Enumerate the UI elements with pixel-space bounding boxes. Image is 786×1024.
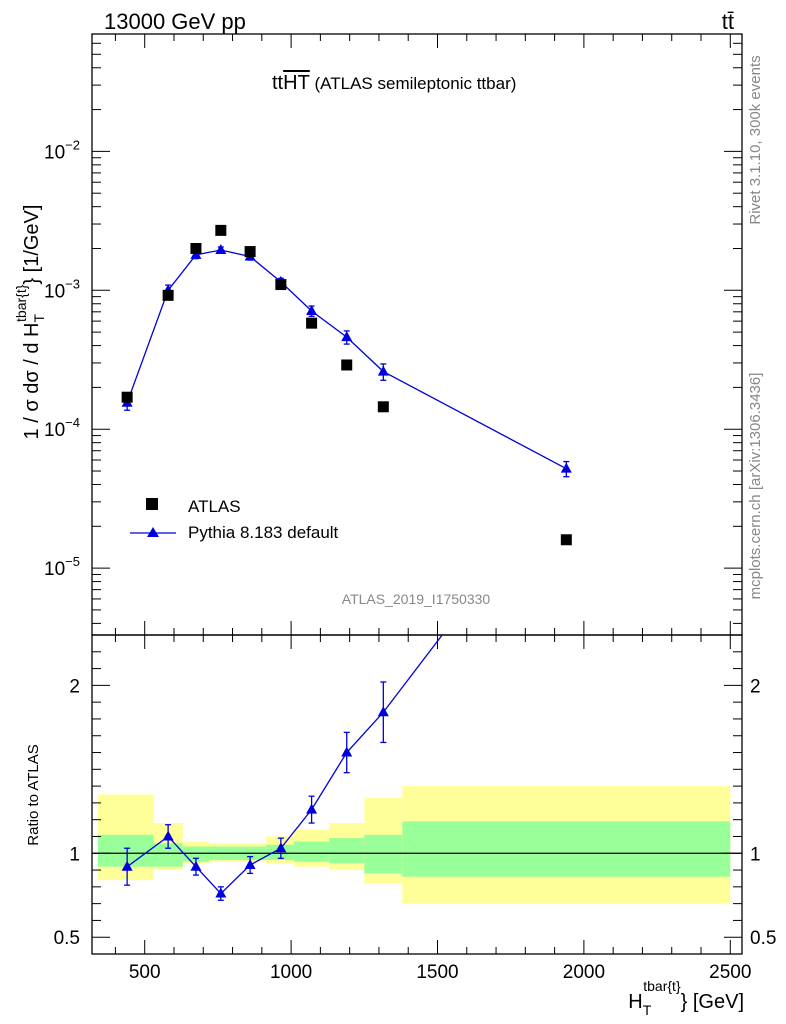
ratio-y-tick-label-right: 2 <box>750 676 761 697</box>
atlas-data-point <box>244 246 256 258</box>
x-tick-label: 500 <box>129 962 161 983</box>
x-tick-label: 1000 <box>270 962 312 983</box>
main-ylabel-sup: tbar{t} <box>13 284 29 322</box>
band-inner-bin <box>329 838 365 864</box>
mcplots-label: mcplots.cern.ch [arXiv:1306.3436] <box>747 373 764 600</box>
atlas-data-point <box>341 359 353 371</box>
xlabel-sub: T <box>643 1002 652 1018</box>
x-axis-label: HTtbar{t}} [GeV] <box>628 978 744 1018</box>
ratio-plot-frame <box>91 634 743 955</box>
band-inner-bin <box>153 843 183 867</box>
ratio-point <box>190 860 202 871</box>
process-label: tt̄ <box>722 9 734 34</box>
main-plot-frame <box>91 33 743 636</box>
main-ylabel-pre: 1 / σ dσ / d H <box>21 323 43 440</box>
atlas-data-point <box>215 224 227 236</box>
band-inner-bin <box>182 846 210 862</box>
ratio-point <box>275 842 287 853</box>
plot-title-rest: (ATLAS semileptonic ttbar) <box>310 74 517 93</box>
ratio-point <box>244 859 256 870</box>
legend-mc-marker <box>147 527 159 537</box>
ratio-point <box>162 830 174 841</box>
legend-mc-label: Pythia 8.183 default <box>188 523 339 542</box>
main-y-axis-label: 1 / σ dσ / d HTtbar{t}} [1/GeV] <box>13 205 47 440</box>
main-ylabel-post: } [1/GeV] <box>21 205 43 285</box>
mc-point <box>377 365 389 376</box>
atlas-data-point <box>190 242 202 254</box>
atlas-data-point <box>560 534 572 546</box>
ratio-y-tick-label-right: 1 <box>750 844 761 865</box>
legend-atlas-marker <box>146 498 158 510</box>
y-tick-label: 10−5 <box>44 554 80 580</box>
ratio-y-tick-label-right: 0.5 <box>750 928 776 949</box>
y-tick-label: 10−3 <box>44 276 80 302</box>
xlabel-pre: H <box>628 991 642 1013</box>
band-inner-bin <box>97 834 154 867</box>
plot-title-main: tt <box>272 72 284 94</box>
atlas-data-point <box>162 289 174 301</box>
mc-point <box>306 304 318 315</box>
main-ylabel-sub: T <box>31 314 47 323</box>
ratio-y-tick-label-left: 2 <box>69 676 80 697</box>
x-tick-label: 2000 <box>563 962 605 983</box>
plot-title-overline: HT <box>283 72 310 94</box>
mc-point <box>215 244 227 255</box>
axis-ticks <box>92 33 742 954</box>
atlas-data-point <box>121 391 133 403</box>
y-tick-label: 10−4 <box>44 415 80 441</box>
energy-label: 13000 GeV pp <box>104 9 246 34</box>
band-inner-bin <box>294 841 330 862</box>
mc-series-line <box>126 249 567 470</box>
ratio-point <box>306 803 318 814</box>
band-inner-bin <box>266 844 295 860</box>
atlas-data-point <box>306 317 318 329</box>
band-inner-bin <box>364 834 403 874</box>
band-inner-bin <box>402 821 731 877</box>
rivet-version-label: Rivet 3.1.10, 300k events <box>747 55 764 224</box>
ratio-y-tick-label-left: 1 <box>69 844 80 865</box>
atlas-data-point <box>275 279 287 291</box>
ratio-y-axis-label: Ratio to ATLAS <box>25 744 42 845</box>
ratio-point <box>377 706 389 717</box>
xlabel-sup: tbar{t} <box>643 978 681 994</box>
mc-point <box>341 331 353 342</box>
main-plot-marks <box>121 224 572 546</box>
y-tick-label: 10−2 <box>44 137 80 163</box>
plot-title: ttHT (ATLAS semileptonic ttbar) <box>272 72 516 94</box>
ratio-uncertainty-bands <box>92 786 742 904</box>
legend: ATLAS Pythia 8.183 default <box>130 497 339 542</box>
ratio-point <box>121 860 133 871</box>
ratio-point <box>215 887 227 898</box>
legend-atlas-label: ATLAS <box>188 497 241 516</box>
ratio-point <box>341 746 353 757</box>
axis-tick-labels: 500 1000 1500 2000 2500 10−5 10−4 10−3 10−2 0.5 0.… <box>44 137 776 983</box>
ratio-plot-marks <box>121 635 444 901</box>
atlas-data-point <box>377 401 389 413</box>
x-tick-label: 2500 <box>709 962 751 983</box>
mc-point <box>560 462 572 473</box>
xlabel-post: } [GeV] <box>681 991 744 1013</box>
analysis-id: ATLAS_2019_I1750330 <box>342 591 491 607</box>
ratio-series-line <box>126 635 444 895</box>
x-tick-label: 1500 <box>416 962 458 983</box>
ratio-y-tick-label-left: 0.5 <box>54 928 80 949</box>
